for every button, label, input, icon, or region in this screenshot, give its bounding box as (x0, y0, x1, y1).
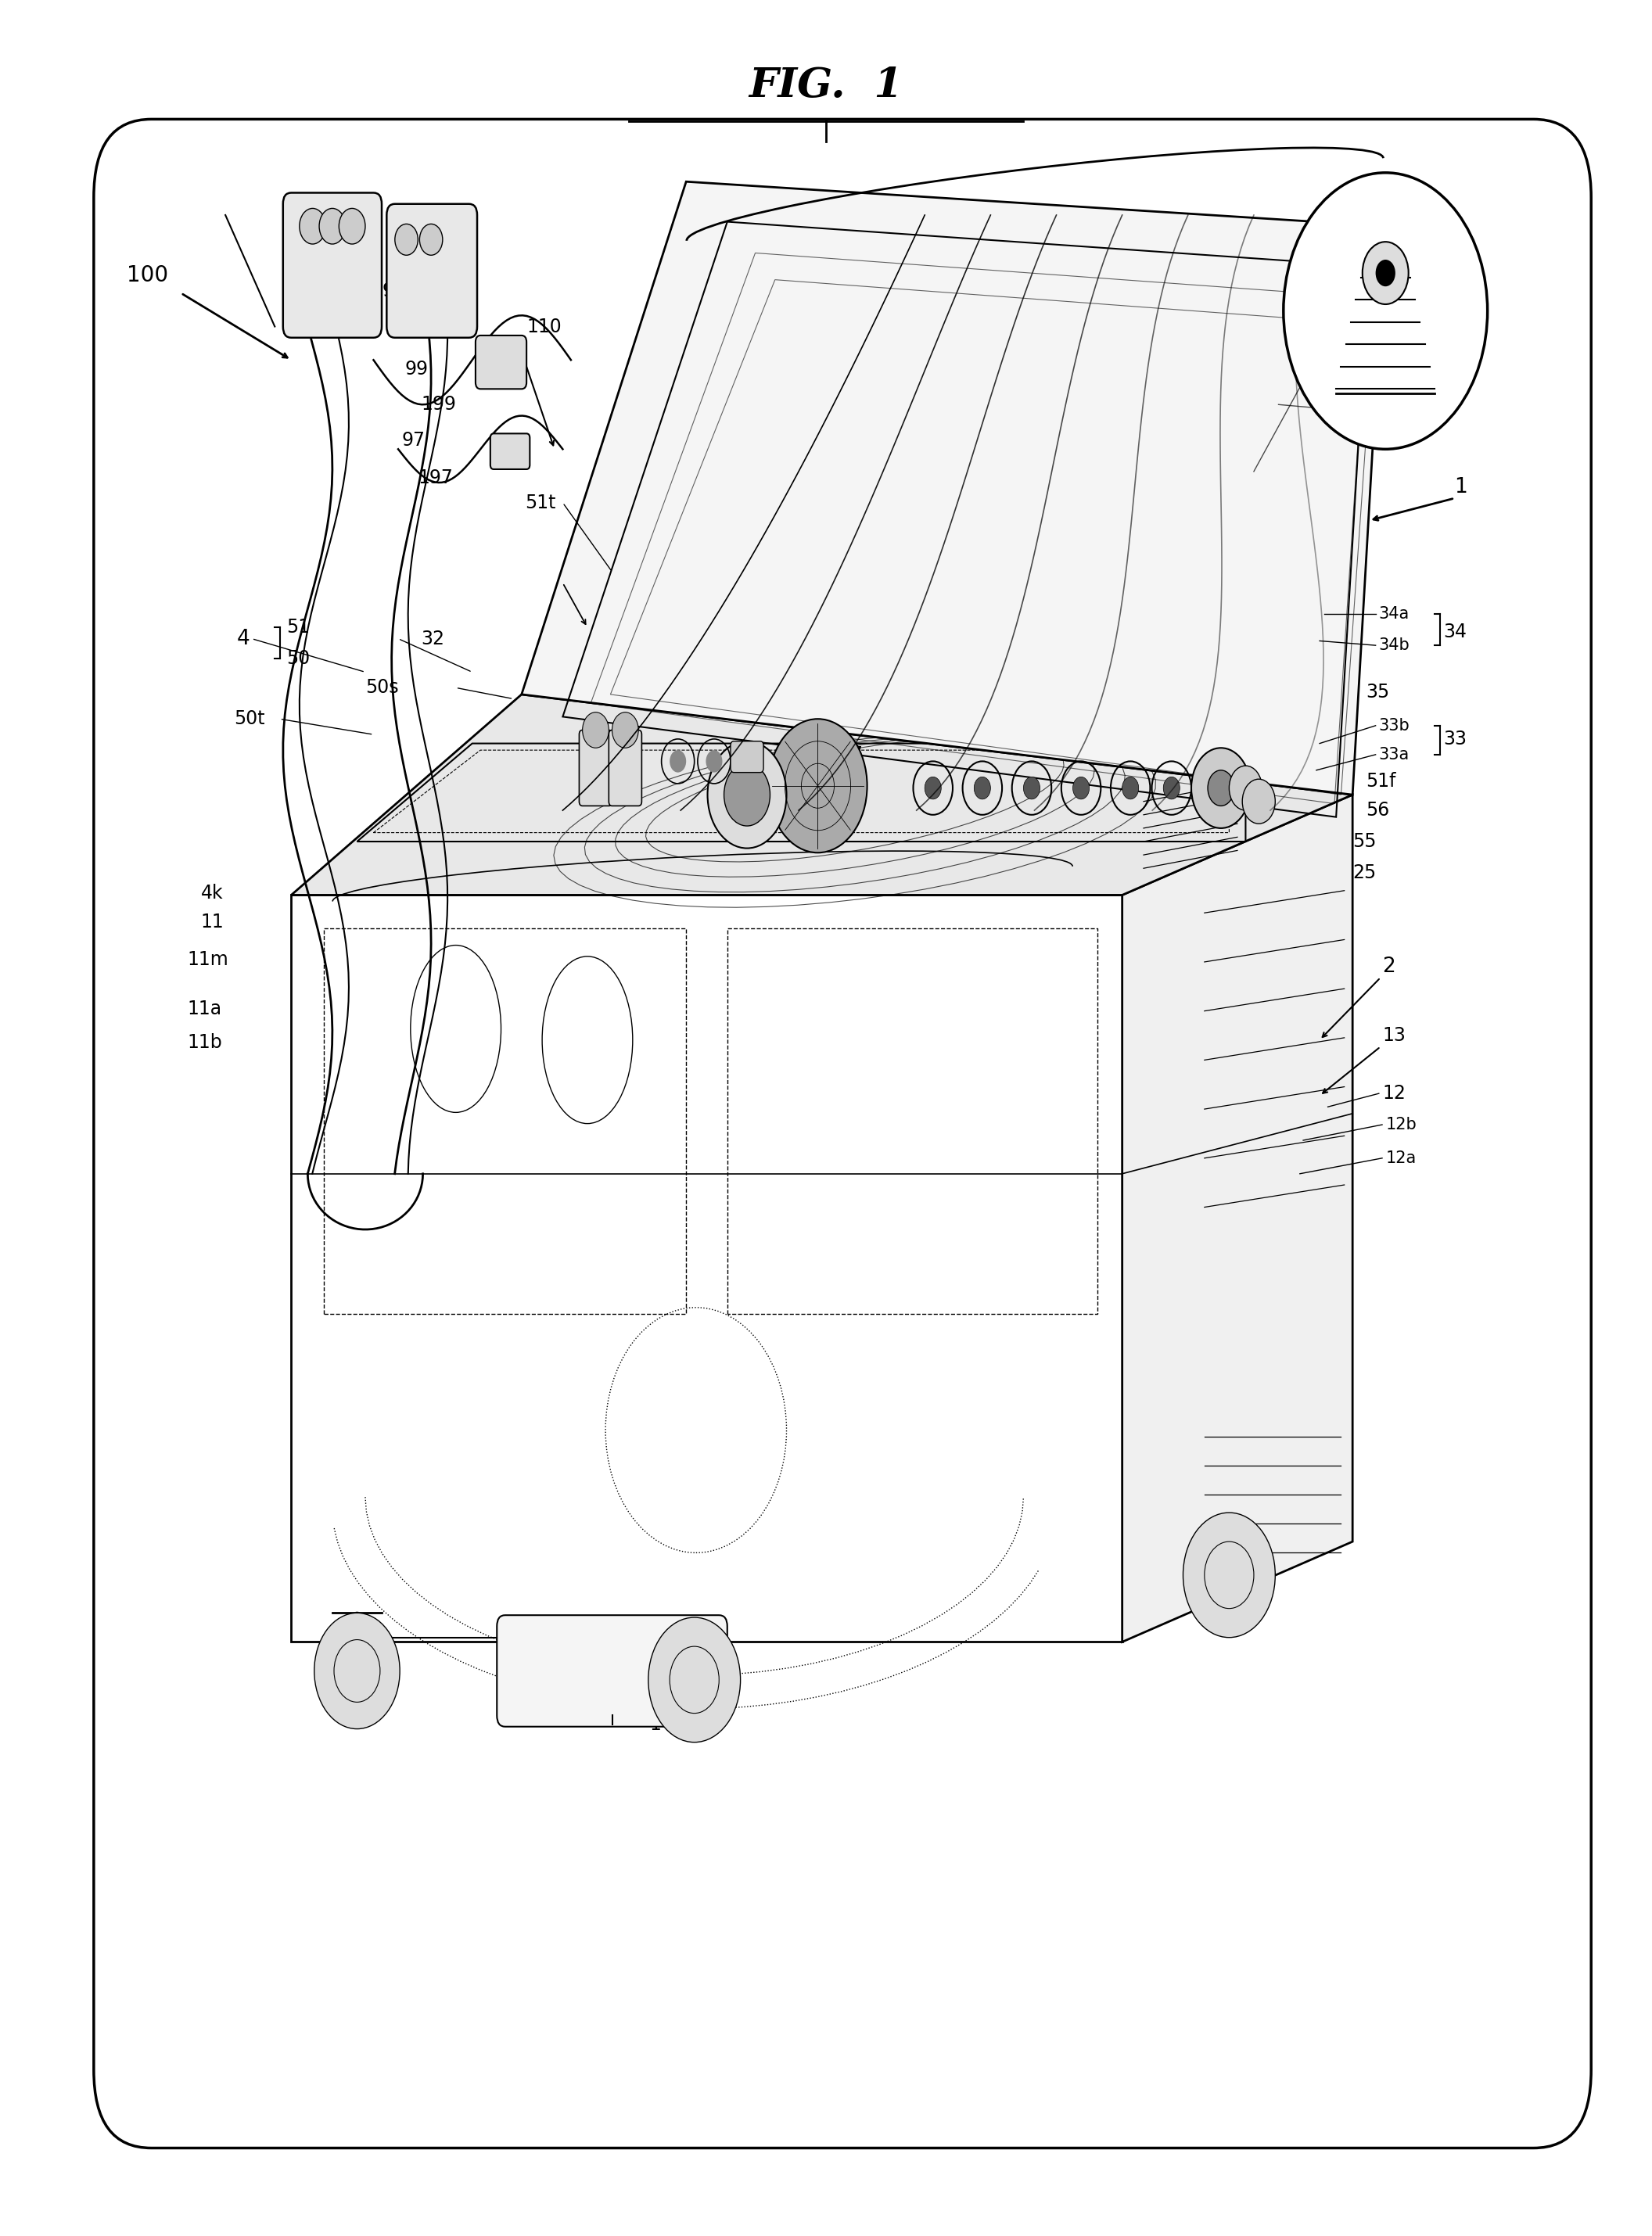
Circle shape (420, 224, 443, 255)
Text: 97: 97 (401, 432, 425, 449)
Circle shape (1183, 1512, 1275, 1637)
Text: 199: 199 (421, 396, 456, 414)
Text: 25: 25 (1353, 863, 1376, 883)
Text: 2: 2 (1383, 957, 1396, 977)
Text: 12a: 12a (1386, 1149, 1416, 1165)
Text: 98: 98 (382, 282, 405, 300)
Text: 1: 1 (1454, 476, 1467, 496)
Circle shape (314, 1612, 400, 1728)
Text: 197: 197 (418, 470, 453, 487)
FancyBboxPatch shape (497, 1614, 727, 1726)
Text: 51: 51 (286, 617, 311, 637)
FancyBboxPatch shape (730, 740, 763, 771)
Text: 34: 34 (1444, 622, 1467, 642)
Text: 50: 50 (286, 648, 311, 669)
Circle shape (1208, 769, 1234, 805)
Text: 100: 100 (127, 264, 169, 286)
Circle shape (1363, 241, 1409, 304)
Text: 12: 12 (1383, 1084, 1406, 1102)
Circle shape (707, 740, 786, 847)
FancyBboxPatch shape (491, 434, 530, 470)
Circle shape (925, 776, 942, 798)
Circle shape (1072, 776, 1089, 798)
Text: 31: 31 (1315, 604, 1338, 624)
FancyBboxPatch shape (476, 335, 527, 389)
Circle shape (1242, 778, 1275, 823)
Circle shape (724, 762, 770, 825)
Circle shape (1376, 259, 1396, 286)
Circle shape (319, 208, 345, 244)
Text: 33a: 33a (1379, 747, 1409, 762)
Circle shape (1163, 776, 1180, 798)
Circle shape (339, 208, 365, 244)
FancyBboxPatch shape (387, 203, 477, 338)
Text: 11: 11 (200, 912, 225, 930)
Text: 22: 22 (618, 610, 641, 631)
Circle shape (395, 224, 418, 255)
Text: 11a: 11a (188, 999, 221, 1017)
Text: 12b: 12b (1386, 1116, 1416, 1131)
Text: 34a: 34a (1379, 606, 1409, 622)
Text: 4: 4 (236, 628, 249, 648)
Circle shape (1191, 747, 1251, 827)
Text: 51f: 51f (1366, 771, 1396, 792)
FancyBboxPatch shape (610, 731, 641, 805)
Text: 50t: 50t (233, 709, 264, 729)
Text: 6: 6 (760, 778, 771, 798)
Circle shape (583, 713, 610, 747)
Circle shape (1122, 776, 1138, 798)
Circle shape (1024, 776, 1039, 798)
Text: 13: 13 (1383, 1026, 1406, 1044)
Text: 110: 110 (527, 318, 562, 335)
Polygon shape (522, 181, 1386, 794)
Polygon shape (1122, 794, 1353, 1641)
Text: 23: 23 (649, 581, 674, 601)
Circle shape (705, 749, 722, 771)
Text: 14: 14 (649, 1715, 674, 1733)
FancyBboxPatch shape (580, 731, 613, 805)
Text: 8: 8 (773, 219, 785, 237)
Circle shape (1229, 765, 1262, 809)
Text: 33: 33 (1444, 729, 1467, 749)
Circle shape (1284, 172, 1487, 449)
Text: 35: 35 (1366, 682, 1389, 702)
Circle shape (669, 749, 686, 771)
Circle shape (299, 208, 325, 244)
Text: FIG.  1: FIG. 1 (748, 65, 904, 105)
Text: 24: 24 (682, 557, 707, 575)
Polygon shape (291, 894, 1122, 1641)
Circle shape (613, 713, 638, 747)
Text: 4k: 4k (200, 883, 223, 901)
Text: 99: 99 (405, 360, 428, 378)
Circle shape (648, 1617, 740, 1742)
Text: 55: 55 (1353, 832, 1376, 852)
Text: 11m: 11m (188, 950, 230, 968)
Text: 56: 56 (1366, 800, 1389, 821)
Text: 11b: 11b (188, 1033, 223, 1051)
Text: 3: 3 (1142, 463, 1153, 481)
Circle shape (975, 776, 991, 798)
Text: 33b: 33b (1379, 718, 1409, 733)
Text: 198: 198 (398, 322, 433, 340)
Circle shape (768, 720, 867, 852)
Text: 32: 32 (421, 628, 444, 648)
Text: 51t: 51t (525, 494, 555, 512)
FancyBboxPatch shape (282, 192, 382, 338)
Polygon shape (291, 695, 1353, 894)
Text: 7: 7 (851, 745, 862, 765)
Text: 50s: 50s (365, 678, 398, 698)
Text: 34b: 34b (1379, 637, 1409, 653)
